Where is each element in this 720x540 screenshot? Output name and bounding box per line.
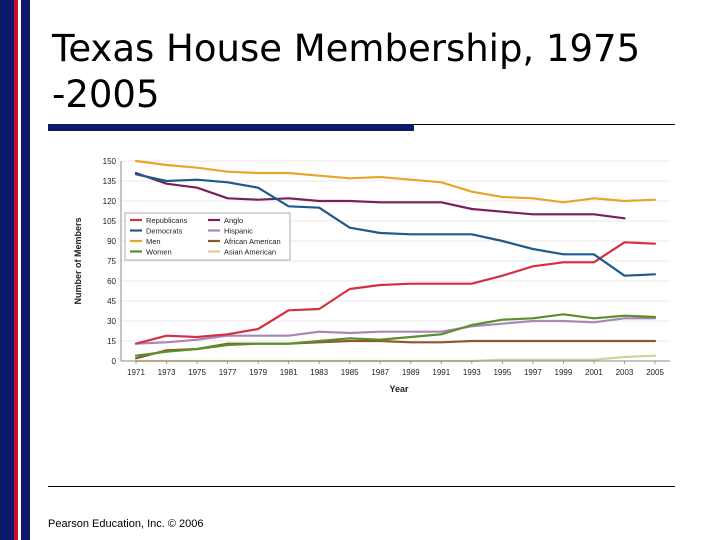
x-tick-label: 1983 xyxy=(310,368,328,377)
x-tick-label: 1999 xyxy=(555,368,573,377)
x-tick-label: 1995 xyxy=(493,368,511,377)
x-tick-labels: 1971 1973 1975 1977 1979 1981 1983 1985 1987 1989… xyxy=(127,361,664,377)
x-tick-label: 1997 xyxy=(524,368,542,377)
x-tick-label: 1991 xyxy=(432,368,450,377)
x-tick-label: 2005 xyxy=(646,368,664,377)
legend-label-men: Men xyxy=(146,237,161,246)
x-axis-label: Year xyxy=(389,384,409,394)
y-tick-label: 75 xyxy=(107,257,116,266)
sidebar-band-navy xyxy=(0,0,14,540)
footer-credit: Pearson Education, Inc. © 2006 xyxy=(48,518,204,530)
x-tick-label: 1973 xyxy=(158,368,176,377)
y-tick-label: 45 xyxy=(107,297,116,306)
legend-label-republicans: Republicans xyxy=(146,216,188,225)
x-tick-label: 1977 xyxy=(219,368,237,377)
x-tick-label: 1993 xyxy=(463,368,481,377)
y-tick-labels: 0 15 30 45 60 75 90 105 120 135 150 xyxy=(103,157,117,366)
legend-box xyxy=(124,212,291,261)
title-rule xyxy=(414,124,675,125)
series-line-republicans xyxy=(134,241,657,345)
x-tick-label: 1975 xyxy=(188,368,206,377)
x-tick-label: 1981 xyxy=(280,368,298,377)
y-tick-label: 30 xyxy=(107,317,116,326)
y-axis-label: Number of Members xyxy=(73,217,83,304)
x-tick-label: 1979 xyxy=(249,368,267,377)
footer-rule xyxy=(48,486,675,487)
y-tick-label: 15 xyxy=(107,337,116,346)
x-tick-label: 1989 xyxy=(402,368,420,377)
legend-label-african-american: African American xyxy=(224,237,281,246)
series-line-anglo xyxy=(134,171,626,220)
series-line-democrats xyxy=(134,173,657,277)
y-tick-label: 90 xyxy=(107,237,116,246)
sidebar-band-red xyxy=(14,0,18,540)
legend-label-asian-american: Asian American xyxy=(224,248,276,257)
x-tick-label: 1971 xyxy=(127,368,145,377)
y-tick-label: 135 xyxy=(103,177,117,186)
y-tick-label: 150 xyxy=(103,157,117,166)
x-tick-label: 1985 xyxy=(341,368,359,377)
x-tick-label: 2001 xyxy=(585,368,603,377)
legend-label-democrats: Democrats xyxy=(146,227,183,236)
x-tick-label: 1987 xyxy=(371,368,389,377)
y-tick-label: 0 xyxy=(112,357,117,366)
legend-label-hispanic: Hispanic xyxy=(224,227,253,236)
x-tick-label: 2003 xyxy=(616,368,634,377)
title-accent-bar xyxy=(48,124,414,131)
sidebar-band-white xyxy=(18,0,21,540)
series-line-hispanic xyxy=(134,317,657,345)
sidebar-band-navy-inner xyxy=(21,0,30,540)
y-tick-label: 120 xyxy=(103,197,117,206)
y-tick-label: 105 xyxy=(103,217,117,226)
slide-title: Texas House Membership, 1975 -2005 xyxy=(52,27,641,116)
series-line-women xyxy=(134,313,657,357)
y-tick-label: 60 xyxy=(107,277,116,286)
legend-label-anglo: Anglo xyxy=(224,216,243,225)
legend-label-women: Women xyxy=(146,248,172,257)
series-line-men xyxy=(134,159,657,204)
